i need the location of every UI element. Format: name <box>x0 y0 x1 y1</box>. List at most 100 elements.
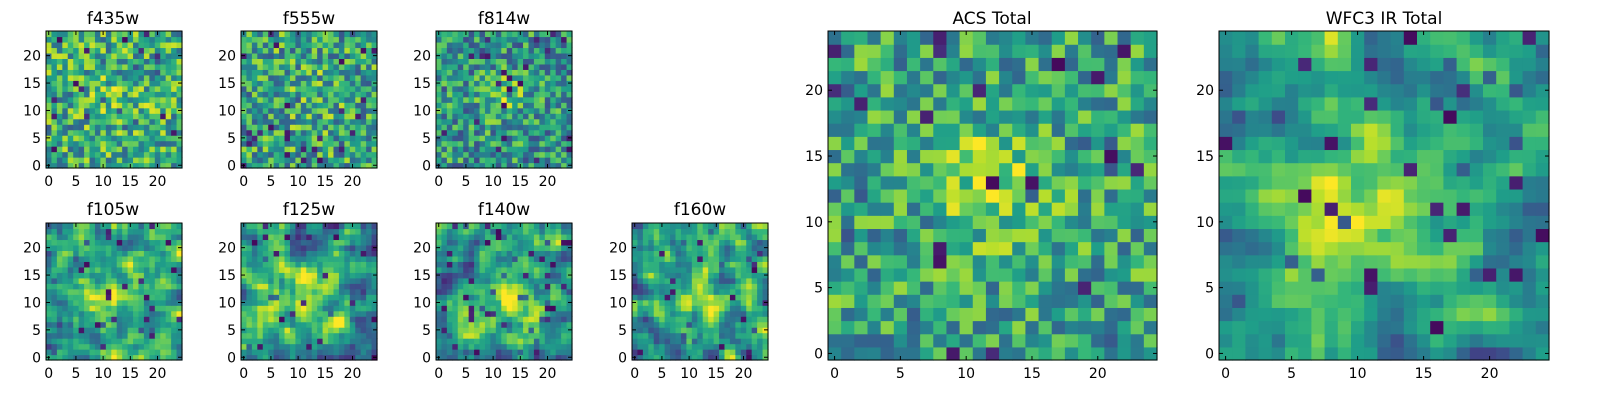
heatmap-cell <box>1012 202 1026 216</box>
heatmap-cell <box>724 343 731 350</box>
heatmap-cell <box>479 96 486 103</box>
heatmap-cell <box>279 244 286 251</box>
heatmap-cell <box>251 310 258 317</box>
heatmap-cell <box>89 327 96 334</box>
heatmap-cell <box>67 272 74 279</box>
heatmap-cell <box>452 343 459 350</box>
heatmap-cell <box>555 272 562 279</box>
heatmap-cell <box>105 157 112 164</box>
heatmap-cell <box>1038 254 1053 269</box>
heatmap-cell <box>719 349 726 356</box>
heatmap-cell <box>51 124 58 131</box>
heatmap-cell <box>51 327 58 334</box>
heatmap-cell <box>154 129 161 136</box>
heatmap-cell <box>751 272 758 279</box>
heatmap-cell <box>517 52 524 59</box>
heatmap-cell <box>533 157 540 164</box>
heatmap-cell <box>338 277 345 284</box>
heatmap-cell <box>468 69 475 76</box>
heatmap-cell <box>735 299 742 306</box>
heatmap-cell <box>268 107 275 114</box>
heatmap-cell <box>268 266 275 273</box>
heatmap-cell <box>257 129 264 136</box>
heatmap-cell <box>116 261 123 268</box>
heatmap-cell <box>484 261 491 268</box>
heatmap-cell <box>143 239 150 246</box>
heatmap-cell <box>257 349 264 356</box>
heatmap-cell <box>893 215 908 229</box>
heatmap-cell <box>122 124 129 131</box>
heatmap-cell <box>46 266 53 273</box>
heatmap-cell <box>165 338 172 345</box>
heatmap-cell <box>257 310 264 317</box>
heatmap-cell <box>371 96 378 103</box>
heatmap-cell <box>176 332 183 339</box>
heatmap-cell <box>680 266 687 273</box>
heatmap-cell <box>262 162 269 169</box>
heatmap-cell <box>116 277 123 284</box>
heatmap-cell <box>116 354 123 361</box>
heatmap-cell <box>127 266 134 273</box>
heatmap-cell <box>284 80 291 87</box>
heatmap-cell <box>637 332 644 339</box>
heatmap-cell <box>366 162 373 169</box>
heatmap-cell <box>550 327 557 334</box>
heatmap-cell <box>171 146 178 153</box>
heatmap-cell <box>138 338 145 345</box>
heatmap-cell <box>670 299 677 306</box>
heatmap-cell <box>94 261 101 268</box>
heatmap-cell <box>246 277 253 284</box>
heatmap-cell <box>490 36 497 43</box>
heatmap-cell <box>149 321 156 328</box>
heatmap-cell <box>306 85 313 92</box>
heatmap-cell <box>176 349 183 356</box>
heatmap-cell <box>171 316 178 323</box>
heatmap-cell <box>262 261 269 268</box>
heatmap-cell <box>133 151 140 158</box>
heatmap-cell <box>295 41 302 49</box>
heatmap-cell <box>544 277 551 284</box>
heatmap-cell <box>257 272 264 279</box>
heatmap-cell <box>544 157 551 164</box>
heatmap-cell <box>241 332 248 339</box>
heatmap-cell <box>1012 241 1026 256</box>
heatmap-cell <box>512 135 519 142</box>
heatmap-cell <box>171 41 178 49</box>
heatmap-cell <box>51 146 58 153</box>
heatmap-cell <box>100 85 107 92</box>
heatmap-cell <box>116 41 123 49</box>
panel-title-f814w: f814w <box>478 9 530 29</box>
heatmap-cell <box>457 228 464 235</box>
heatmap-cell <box>841 307 855 322</box>
heatmap-cell <box>111 69 118 76</box>
heatmap-cell <box>317 118 324 125</box>
heatmap-cell <box>555 36 562 43</box>
heatmap-cell <box>561 223 568 230</box>
heatmap-cell <box>262 157 269 164</box>
heatmap-cell <box>89 305 96 312</box>
heatmap-cell <box>89 96 96 103</box>
heatmap-cell <box>116 151 123 158</box>
heatmap-cell <box>501 294 508 301</box>
heatmap-cell <box>46 349 53 356</box>
heatmap-cell <box>138 58 145 65</box>
heatmap-cell <box>697 272 704 279</box>
heatmap-cell <box>642 261 649 268</box>
heatmap-cell <box>457 140 464 147</box>
heatmap-cell <box>344 244 351 251</box>
heatmap-cell <box>246 74 253 81</box>
heatmap-cell <box>78 332 85 339</box>
heatmap-cell <box>468 162 475 169</box>
heatmap-cell <box>328 294 335 301</box>
heatmap-cell <box>517 107 524 114</box>
heatmap-cell <box>479 233 486 241</box>
heatmap-cell <box>89 36 96 43</box>
heatmap-cell <box>452 223 459 230</box>
heatmap-cell <box>1104 267 1119 282</box>
heatmap-cell <box>539 91 546 98</box>
panel-title-f140w: f140w <box>478 200 530 220</box>
heatmap-cell <box>51 294 58 301</box>
heatmap-cell <box>355 118 362 125</box>
heatmap-cell <box>366 36 373 43</box>
heatmap-cell <box>262 316 269 323</box>
